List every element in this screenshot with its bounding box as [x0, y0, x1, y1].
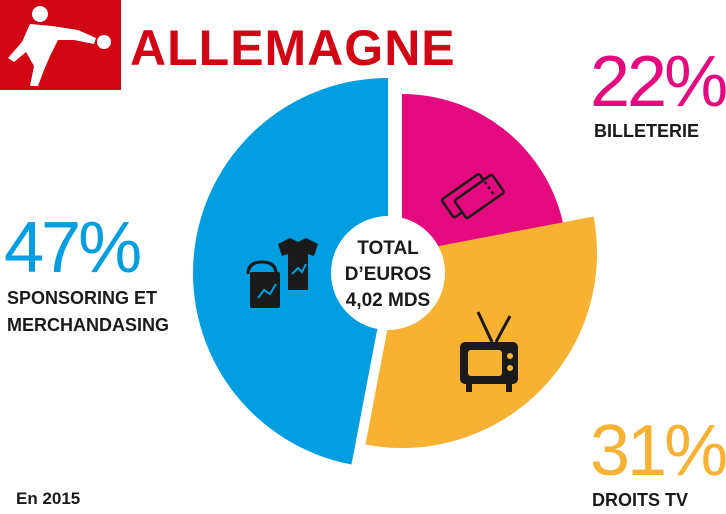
billeterie-percent: 22%: [590, 42, 726, 122]
page-title: ALLEMAGNE: [130, 20, 456, 76]
sponsoring-label-line-2: MERCHANDASING: [7, 315, 169, 335]
sponsoring-percent: 47%: [4, 208, 142, 288]
year-note: En 2015: [16, 489, 81, 508]
center-label-line-3: 4,02 MDS: [346, 290, 430, 311]
tv-icon: [460, 311, 518, 392]
merchandise-icon: [246, 238, 318, 308]
center-label-line-1: TOTAL: [357, 238, 419, 259]
center-label-line-2: D’EUROS: [345, 264, 432, 285]
droits-tv-label: DROITS TV: [592, 490, 689, 510]
droits-tv-percent: 31%: [590, 411, 726, 491]
center-hole: [331, 216, 445, 330]
sponsoring-label-line-1: SPONSORING ET: [7, 288, 158, 308]
bundesliga-logo-icon: [0, 0, 121, 90]
billeterie-label: BILLETERIE: [594, 121, 700, 141]
ticket-icon: [440, 173, 505, 220]
pie-slice-billeterie: [402, 94, 565, 259]
